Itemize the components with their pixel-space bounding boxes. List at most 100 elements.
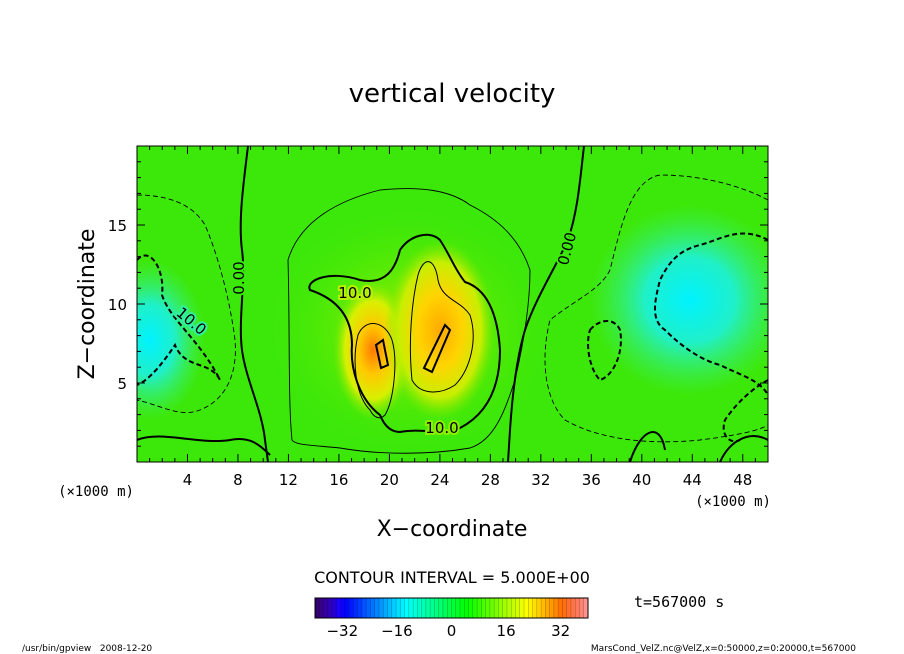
contour-zero-bottom-right [629, 431, 768, 462]
colorbar-tick-label: 0 [447, 622, 457, 640]
colorbar-segment [319, 598, 324, 618]
colorbar-segment [532, 598, 538, 618]
time-label: t=567000 s [634, 593, 724, 611]
colorbar-segment [519, 598, 525, 618]
contour-minus-ten-right-lower [722, 379, 768, 443]
colorbar-segment [404, 598, 410, 618]
x-axis-label: X−coordinate [377, 517, 528, 542]
colorbar-segment [502, 598, 508, 618]
colorbar-segment [498, 598, 503, 618]
colorbar-segment [447, 598, 452, 618]
colorbar-segment [515, 598, 521, 618]
contour-minus-ten-left [137, 254, 221, 386]
footer-right: MarsCond_VelZ.nc@VelZ,x=0:50000,z=0:2000… [591, 644, 856, 654]
colorbar-segment [524, 598, 529, 618]
contour-fifteen-right [409, 261, 474, 393]
colorbar-segment [472, 598, 478, 618]
colorbar-segment [536, 598, 542, 618]
colorbar-segment [413, 598, 418, 618]
footer-left: /usr/bin/gpview 2008-12-20 [22, 644, 152, 654]
colorbar-segment [528, 598, 533, 618]
colorbar-segment [562, 598, 567, 618]
y-tick-label: 5 [117, 375, 127, 393]
x-tick-label: 36 [582, 471, 601, 489]
y-tick-label: 10 [108, 296, 127, 314]
colorbar-segment [451, 598, 457, 618]
colorbar-frame [314, 597, 589, 619]
colorbar-segment [541, 598, 546, 618]
x-tick-label: 4 [183, 471, 193, 489]
colorbar-segment [387, 598, 393, 618]
x-tick-label: 24 [430, 471, 449, 489]
colorbar-segment [511, 598, 516, 618]
contour-label-ten-top: 10.0 [338, 284, 371, 302]
colorbar-tick-label: 32 [551, 622, 570, 640]
colorbar-segment [361, 598, 367, 618]
colorbar-segment [391, 598, 397, 618]
colorbar-segment [357, 598, 363, 618]
colorbar-segment [396, 598, 401, 618]
contour-interval-label: CONTOUR INTERVAL = 5.000E+00 [314, 568, 590, 587]
colorbar-segment [430, 598, 435, 618]
colorbar-segment [485, 598, 491, 618]
colorbar-segment [383, 598, 388, 618]
colorbar-segment [332, 598, 337, 618]
colorbar-segment [349, 598, 354, 618]
colorbar-segment [425, 598, 431, 618]
x-tick-label: 20 [380, 471, 399, 489]
colorbar-segment [494, 598, 499, 618]
colorbar-segment [477, 598, 482, 618]
colorbar-segment [344, 598, 350, 618]
colorbar-segment [374, 598, 380, 618]
downdraft-right [590, 205, 768, 395]
contour-minus-five-left [137, 194, 236, 413]
contour-minus-ten-right [654, 232, 768, 396]
colorbar-segment [468, 598, 474, 618]
contour-label-zero-left: 0.00 [230, 261, 248, 294]
colorbar-segment [336, 598, 341, 618]
colorbar-segment [464, 598, 469, 618]
chart-title: vertical velocity [349, 79, 556, 109]
x-tick-label: 8 [233, 471, 243, 489]
x-tick-label: 44 [683, 471, 702, 489]
colorbar-segment [421, 598, 427, 618]
contour-zero-right [507, 146, 585, 462]
colorbar-segment [340, 598, 346, 618]
contour-zero-bottom-left [137, 435, 271, 456]
contour-five-outer [287, 188, 531, 454]
contour-lines [137, 146, 768, 462]
contour-twenty-right [422, 323, 452, 374]
colorbar-segment [370, 598, 376, 618]
colorbar-segment [408, 598, 414, 618]
contour-twenty-left [374, 338, 390, 370]
contour-ten [308, 233, 502, 434]
x-tick-label: 40 [632, 471, 651, 489]
colorbar-segment [417, 598, 422, 618]
x-tick-label: 16 [329, 471, 348, 489]
x-unit-left: (×1000 m) [58, 484, 134, 500]
colorbar-segment [579, 598, 585, 618]
colorbar-segment [378, 598, 384, 618]
colorbar-segment [566, 598, 572, 618]
colorbar-tick-label: −32 [326, 622, 358, 640]
plot-area: 0.00 0.00 10.0 10.0 10.0 [137, 146, 768, 462]
contour-minus-five-right [544, 174, 768, 443]
x-tick-label: 12 [279, 471, 298, 489]
y-axis-label: Z−coordinate [75, 229, 100, 380]
colorbar-segment [327, 598, 333, 618]
colorbar-ticks: −32 −16 0 16 32 [326, 622, 570, 640]
contour-fifteen-left [354, 323, 396, 419]
colorbar-segment [489, 598, 495, 618]
contour-label-ten-bottom: 10.0 [425, 419, 458, 437]
x-tick-label: 28 [481, 471, 500, 489]
colorbar-segment [315, 598, 320, 618]
colorbar-segment [442, 598, 448, 618]
colorbar-segment [481, 598, 486, 618]
colorbar-segment [353, 598, 358, 618]
colorbar-segment [545, 598, 550, 618]
colorbar-segment [323, 598, 329, 618]
colorbar-segment [583, 598, 589, 618]
colorbar-segment [570, 598, 576, 618]
colorbar [314, 598, 589, 618]
